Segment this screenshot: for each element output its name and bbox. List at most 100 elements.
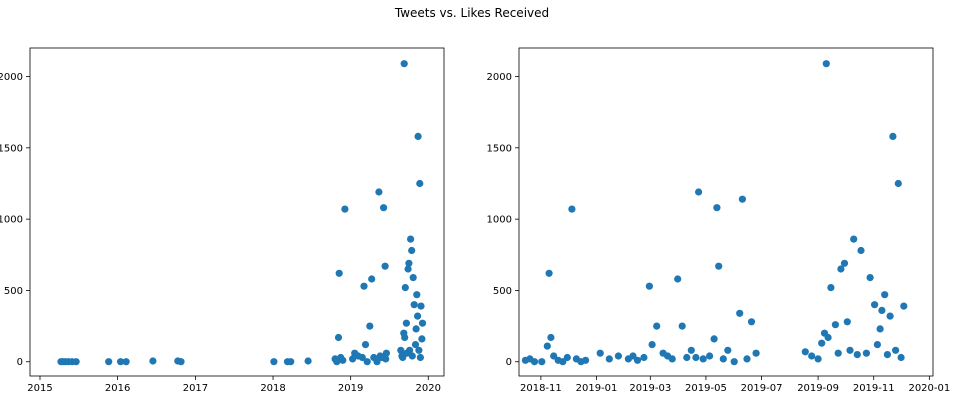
data-point — [404, 265, 412, 273]
data-point — [846, 346, 854, 354]
x-tick-label: 2018 — [260, 383, 285, 394]
data-point — [633, 356, 642, 364]
data-point — [857, 246, 865, 255]
data-point — [117, 358, 125, 366]
data-point — [382, 349, 390, 357]
data-point — [699, 355, 707, 363]
data-point — [850, 235, 858, 243]
data-point — [886, 312, 894, 320]
data-point — [834, 349, 842, 357]
data-point — [640, 353, 648, 362]
data-point — [177, 358, 185, 366]
data-point — [415, 346, 423, 354]
data-point — [883, 351, 892, 359]
data-point — [801, 348, 809, 356]
axes-frame — [29, 47, 445, 377]
data-point — [866, 274, 874, 282]
data-point — [366, 322, 374, 330]
data-point — [695, 188, 703, 196]
x-tick-label: 2018-11 — [520, 383, 562, 394]
data-point — [710, 335, 718, 343]
data-point — [418, 335, 426, 343]
y-tick-label: 0 — [17, 357, 23, 368]
scatter-plot-left: 2015 2016 2017 2018 2019 2020 0 500 1000 1500 2000 — [0, 47, 445, 394]
data-point — [743, 355, 751, 363]
data-point — [375, 188, 383, 196]
data-point — [892, 346, 900, 354]
data-point — [853, 351, 861, 359]
x-tick-label: 2020-01 — [908, 383, 950, 394]
data-point — [706, 352, 714, 360]
data-point — [683, 353, 691, 362]
x-tick-label: 2015 — [27, 383, 52, 394]
data-point — [559, 358, 567, 366]
x-tick-label: 2019-01 — [576, 383, 618, 394]
data-point — [416, 179, 424, 188]
data-point — [687, 346, 695, 354]
y-tick-label: 1500 — [487, 143, 512, 154]
data-point — [401, 284, 409, 292]
data-point — [614, 352, 623, 360]
data-point — [149, 357, 157, 365]
data-point — [122, 358, 130, 366]
data-point — [341, 205, 349, 213]
data-point — [335, 269, 343, 277]
data-point — [900, 302, 908, 310]
y-tick-label: 500 — [493, 286, 512, 297]
data-point — [411, 341, 420, 349]
data-point — [824, 333, 832, 342]
x-tick-label: 2019 — [338, 383, 363, 394]
data-point — [339, 356, 347, 364]
x-tick-label: 2020 — [416, 383, 441, 394]
x-tick-label: 2016 — [105, 383, 130, 394]
data-point — [831, 321, 840, 329]
y-tick-label: 1500 — [0, 143, 23, 154]
data-point — [668, 355, 676, 363]
data-point — [538, 358, 546, 366]
axes-frame — [518, 47, 934, 377]
data-point — [414, 132, 422, 140]
data-point — [349, 355, 357, 363]
y-tick-label: 0 — [506, 357, 512, 368]
data-point — [724, 346, 732, 354]
data-point — [416, 353, 424, 362]
data-point — [409, 274, 417, 282]
data-point — [568, 205, 576, 213]
data-point — [897, 353, 905, 362]
data-point — [417, 302, 425, 310]
data-point — [405, 259, 413, 267]
data-point — [412, 325, 420, 333]
data-point — [653, 322, 661, 330]
data-point — [397, 346, 405, 354]
data-point — [881, 291, 889, 299]
data-point — [674, 275, 682, 283]
data-point — [543, 342, 551, 350]
y-tick-label: 1000 — [487, 215, 512, 226]
data-point — [692, 353, 700, 362]
data-point — [402, 319, 410, 327]
data-point — [413, 291, 421, 299]
data-point — [408, 352, 416, 360]
data-point — [747, 318, 756, 326]
data-point — [843, 318, 851, 326]
scatter-plot-right: 2018-11 2019-01 2019-03 2019-05 2019-07 2019-… — [487, 47, 950, 394]
y-tick-label: 2000 — [487, 72, 512, 83]
data-point — [400, 60, 408, 68]
x-tick-label: 2019-05 — [685, 383, 727, 394]
y-tick-label: 1000 — [0, 215, 23, 226]
x-tick-label: 2019-11 — [853, 383, 895, 394]
data-point — [105, 358, 113, 366]
data-point — [596, 349, 604, 357]
data-point — [648, 341, 656, 349]
data-point — [738, 195, 747, 203]
data-point — [894, 179, 902, 188]
data-point — [862, 349, 871, 357]
data-point — [808, 352, 816, 360]
data-point — [406, 346, 414, 354]
data-point — [713, 204, 721, 212]
data-point — [645, 282, 654, 290]
data-point — [871, 301, 879, 309]
data-point — [818, 339, 826, 347]
data-point — [605, 355, 613, 363]
